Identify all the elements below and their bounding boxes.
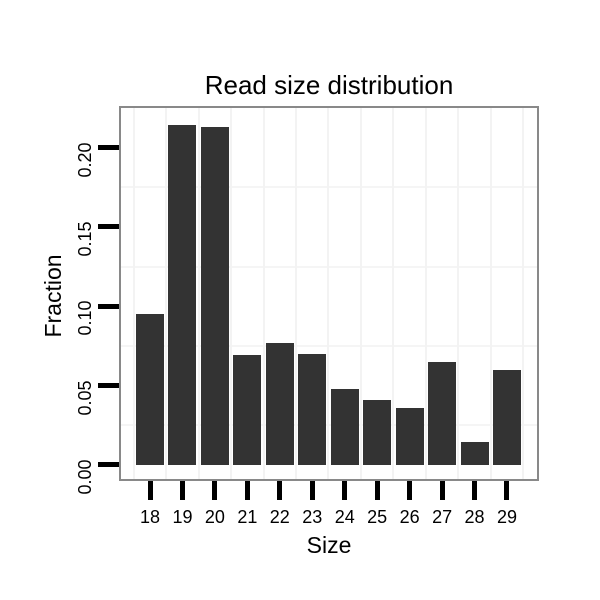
vertical-gridline bbox=[359, 108, 362, 479]
y-tick-0.05 bbox=[98, 383, 119, 389]
bar-25 bbox=[363, 399, 392, 465]
x-tick-label-25: 25 bbox=[367, 507, 388, 527]
x-tick-22 bbox=[277, 481, 283, 500]
x-axis-title: Size bbox=[306, 532, 352, 558]
vertical-gridline bbox=[424, 108, 427, 479]
vertical-gridline bbox=[392, 108, 395, 479]
bar-23 bbox=[298, 353, 327, 465]
bar-29 bbox=[492, 369, 521, 465]
x-tick-25 bbox=[374, 481, 380, 500]
y-tick-label-0.20: 0.20 bbox=[75, 141, 95, 178]
bar-28 bbox=[460, 441, 489, 465]
vertical-gridline bbox=[132, 108, 135, 479]
bar-18 bbox=[136, 314, 164, 465]
x-tick-27 bbox=[439, 481, 445, 500]
x-tick-21 bbox=[244, 481, 250, 500]
vertical-gridline bbox=[165, 108, 168, 479]
plot-panel bbox=[119, 106, 539, 481]
x-tick-label-21: 21 bbox=[237, 507, 258, 527]
chart-title: Read size distribution bbox=[204, 70, 454, 100]
bar-19 bbox=[168, 125, 197, 465]
y-tick-label-0.00: 0.00 bbox=[75, 459, 95, 495]
x-tick-label-24: 24 bbox=[334, 507, 355, 527]
x-tick-label-27: 27 bbox=[432, 507, 453, 527]
vertical-gridline bbox=[522, 108, 525, 479]
x-tick-28 bbox=[472, 481, 478, 500]
bar-21 bbox=[233, 355, 262, 465]
bar-24 bbox=[330, 388, 359, 465]
y-tick-0.00 bbox=[98, 462, 119, 468]
y-tick-label-0.05: 0.05 bbox=[75, 380, 95, 416]
vertical-gridline bbox=[295, 108, 298, 479]
y-tick-0.15 bbox=[98, 224, 119, 230]
bar-22 bbox=[265, 342, 294, 465]
x-tick-20 bbox=[212, 481, 218, 500]
x-tick-label-26: 26 bbox=[399, 507, 420, 527]
bar-27 bbox=[428, 361, 457, 465]
x-tick-18 bbox=[147, 481, 153, 500]
y-axis-title: Fraction bbox=[40, 254, 66, 338]
x-tick-29 bbox=[504, 481, 510, 500]
x-tick-label-29: 29 bbox=[496, 507, 517, 527]
vertical-gridline bbox=[230, 108, 233, 479]
x-tick-23 bbox=[309, 481, 315, 500]
x-tick-label-19: 19 bbox=[172, 507, 193, 527]
bar-26 bbox=[395, 407, 424, 465]
y-tick-0.20 bbox=[98, 145, 119, 150]
vertical-gridline bbox=[327, 108, 330, 479]
x-tick-24 bbox=[342, 481, 348, 500]
vertical-gridline bbox=[197, 108, 200, 479]
x-tick-label-18: 18 bbox=[139, 507, 161, 527]
y-tick-label-0.15: 0.15 bbox=[75, 221, 95, 257]
bar-20 bbox=[200, 126, 229, 465]
vertical-gridline bbox=[489, 108, 492, 479]
vertical-gridline bbox=[457, 108, 460, 479]
x-tick-26 bbox=[407, 481, 413, 500]
x-tick-label-23: 23 bbox=[302, 507, 323, 527]
x-tick-label-20: 20 bbox=[204, 507, 225, 527]
vertical-gridline bbox=[262, 108, 265, 479]
x-tick-label-28: 28 bbox=[464, 507, 485, 527]
y-tick-0.10 bbox=[98, 303, 119, 309]
x-tick-19 bbox=[179, 481, 185, 500]
y-tick-label-0.10: 0.10 bbox=[75, 300, 95, 336]
x-tick-label-22: 22 bbox=[269, 507, 290, 527]
